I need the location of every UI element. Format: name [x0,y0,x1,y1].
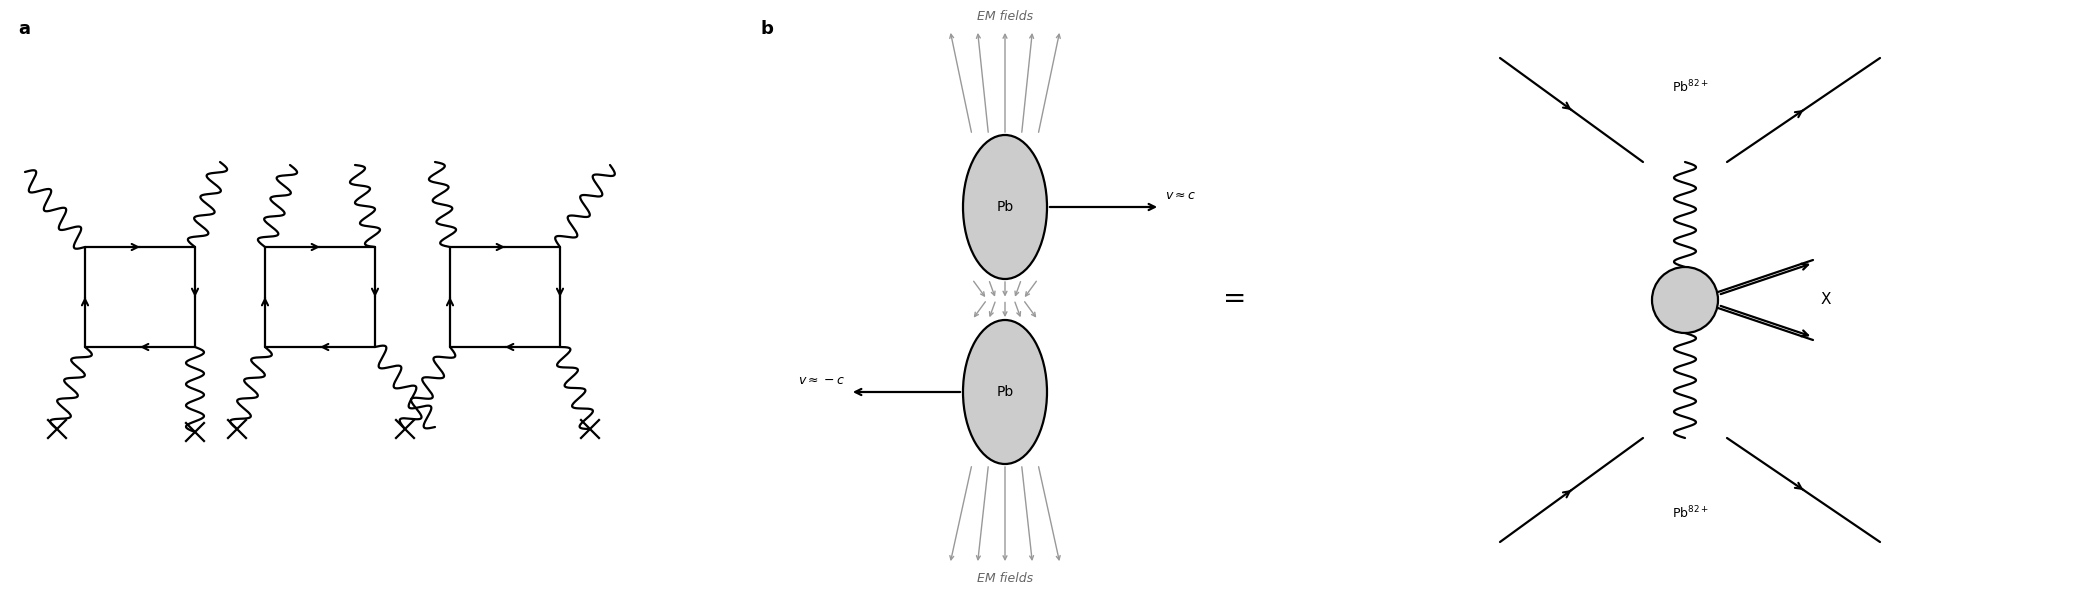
Text: =: = [1224,287,1247,314]
Text: EM fields: EM fields [976,10,1033,23]
Text: a: a [19,20,29,38]
Text: X: X [1821,293,1831,308]
Text: Pb: Pb [995,200,1014,214]
Text: Pb: Pb [995,385,1014,399]
Text: Pb$^{82+}$: Pb$^{82+}$ [1672,78,1709,95]
Text: $v \approx c$: $v \approx c$ [1166,189,1197,202]
Circle shape [1653,267,1718,333]
Text: $v \approx -c$: $v \approx -c$ [798,374,844,387]
Text: Pb$^{82+}$: Pb$^{82+}$ [1672,505,1709,521]
Ellipse shape [964,320,1048,464]
Ellipse shape [964,135,1048,279]
Text: EM fields: EM fields [976,572,1033,585]
Text: b: b [760,20,773,38]
